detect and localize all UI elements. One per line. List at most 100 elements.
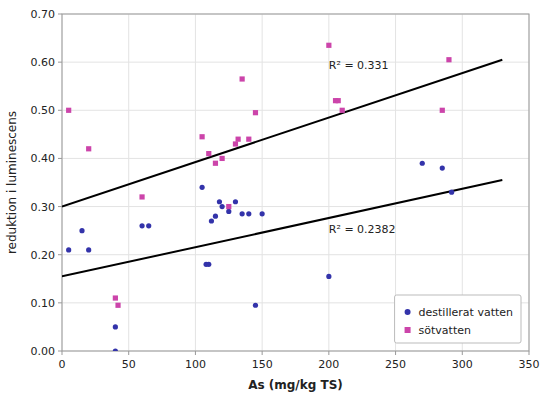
point [236,137,241,142]
point [233,199,238,204]
point [253,110,258,115]
x-tick [328,351,329,355]
point [115,303,120,308]
x-tick [195,351,196,355]
y-tick-label: 0.10 [31,297,56,310]
x-grid-line [195,14,196,351]
legend-marker [405,309,411,315]
annotation: R² = 0.331 [329,59,389,72]
point [336,98,341,103]
point [66,247,71,252]
y-tick-label: 0.20 [31,249,56,262]
point [213,214,218,219]
y-tick-label: 0.40 [31,152,56,165]
point [226,204,231,209]
x-tick [462,351,463,355]
point [200,185,205,190]
point [113,348,118,351]
point [253,303,258,308]
point [246,211,251,216]
y-tick [58,254,62,255]
legend-marker [405,327,411,333]
x-tick-label: 150 [252,358,273,371]
y-tick [58,351,62,352]
point [139,223,144,228]
trend-line [62,60,502,207]
point [209,218,214,223]
trend-line [62,180,502,276]
x-tick-label: 350 [519,358,540,371]
point [86,247,91,252]
point [220,204,225,209]
point [240,211,245,216]
y-tick [58,302,62,303]
x-tick-label: 200 [318,358,339,371]
point [420,161,425,166]
x-tick-label: 0 [59,358,66,371]
y-grid-line [62,206,529,207]
y-axis-label: reduktion i luminescens [5,111,19,254]
x-grid-line [262,14,263,351]
legend-label: sötvatten [419,324,471,337]
x-tick-label: 50 [122,358,136,371]
chart: 0501001502002503003500.000.100.200.300.4… [0,0,545,397]
point [213,161,218,166]
x-axis-label: As (mg/kg TS) [248,378,343,392]
y-tick [58,158,62,159]
point [146,223,151,228]
x-tick [62,351,63,355]
y-grid-line [62,62,529,63]
grid [62,14,529,351]
x-tick-label: 100 [185,358,206,371]
point [326,43,331,48]
point [446,57,451,62]
point [79,228,84,233]
point [326,274,331,279]
point [206,151,211,156]
x-tick-label: 250 [385,358,406,371]
y-tick [58,62,62,63]
y-tick [58,206,62,207]
annotations: R² = 0.331 R² = 0.2382 [329,59,396,236]
point [246,137,251,142]
point [139,194,144,199]
point [260,211,265,216]
x-tick [529,351,530,355]
axes: 0501001502002503003500.000.100.200.300.4… [31,8,540,371]
y-tick-label: 0.30 [31,201,56,214]
point [200,134,205,139]
point [113,324,118,329]
x-tick [128,351,129,355]
y-tick-label: 0.70 [31,8,56,21]
legend: destillerat vatten sötvatten [395,295,521,343]
point [217,199,222,204]
point [86,146,91,151]
y-tick [58,110,62,111]
y-tick-label: 0.00 [31,345,56,358]
annotation: R² = 0.2382 [329,223,396,236]
x-grid-line [128,14,129,351]
plot-frame [62,14,529,351]
legend-frame [395,295,521,343]
background [0,0,545,397]
legend-label: destillerat vatten [419,306,513,319]
y-tick [58,14,62,15]
y-tick-label: 0.60 [31,56,56,69]
y-grid-line [62,110,529,111]
point [233,141,238,146]
point [113,295,118,300]
lines [62,60,502,277]
y-grid-line [62,254,529,255]
point [206,262,211,267]
x-tick [262,351,263,355]
point [449,190,454,195]
point [340,108,345,113]
x-tick [395,351,396,355]
y-tick-label: 0.50 [31,104,56,117]
y-grid-line [62,158,529,159]
point [226,209,231,214]
point [440,108,445,113]
point [440,165,445,170]
point [220,156,225,161]
point [240,76,245,81]
